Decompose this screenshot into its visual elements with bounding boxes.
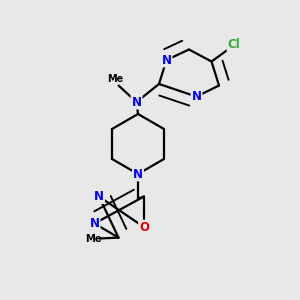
Text: N: N	[133, 167, 143, 181]
Text: Me: Me	[85, 234, 101, 244]
Text: N: N	[191, 90, 202, 103]
Text: N: N	[131, 95, 142, 109]
Text: N: N	[89, 217, 100, 230]
Text: Cl: Cl	[228, 38, 240, 52]
Text: O: O	[139, 220, 149, 234]
Text: Me: Me	[107, 74, 123, 84]
Text: N: N	[94, 190, 104, 203]
Text: N: N	[161, 53, 172, 67]
